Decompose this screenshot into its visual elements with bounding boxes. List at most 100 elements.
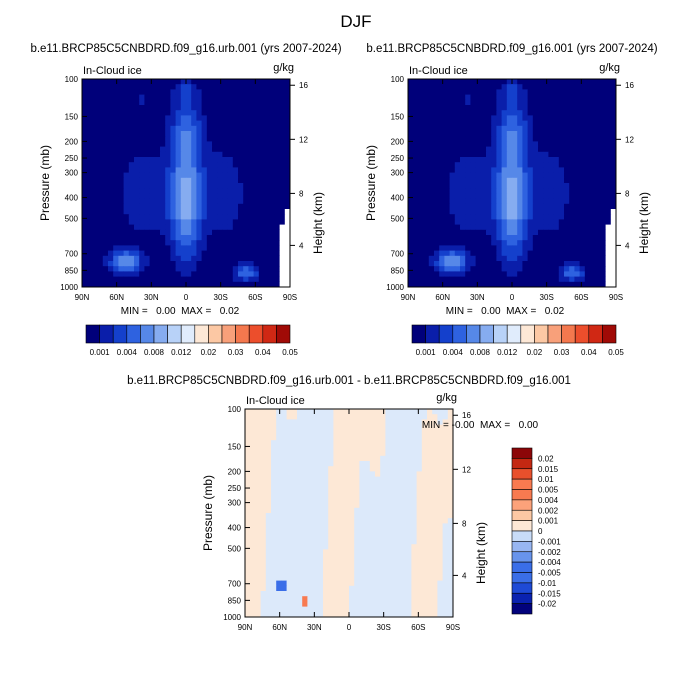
heatmap-cell [475,84,482,90]
heatmap-cell [428,125,435,132]
heatmap-cell [413,255,419,262]
heatmap-cell [260,409,267,415]
heatmap-cell [416,424,423,431]
heatmap-cell [343,497,350,503]
heatmap-cell [312,611,319,618]
heatmap-cell [134,245,140,251]
heatmap-cell [212,84,218,90]
heatmap-cell [284,99,291,106]
heatmap-cell [250,409,256,415]
heatmap-cell [590,255,596,262]
heatmap-cell [447,591,454,597]
heatmap-cell [413,193,419,199]
heatmap-cell [328,554,334,561]
heatmap-cell [395,523,402,529]
heatmap-cell [258,183,265,189]
heatmap-cell [191,79,197,85]
heatmap-cell [87,203,93,210]
heatmap-cell [222,261,228,267]
heatmap-cell [610,245,617,251]
heatmap-cell [248,131,254,137]
heatmap-cell [276,606,282,613]
heatmap-cell [212,198,218,205]
heatmap-cell [82,271,88,277]
heatmap-cell [271,450,277,457]
heatmap-cell [333,559,339,566]
heatmap-cell [538,224,544,231]
heatmap-cell [113,79,119,85]
heatmap-cell [590,79,596,85]
heatmap-cell [465,167,471,173]
heatmap-cell [271,513,277,519]
heatmap-cell [491,198,497,205]
heatmap-cell [427,476,433,483]
heatmap-cell [82,261,88,267]
heatmap-cell [496,89,502,95]
heatmap-cell [600,271,606,277]
heatmap-cell [480,162,487,168]
heatmap-cell [87,198,93,205]
heatmap-cell [590,271,596,277]
heatmap-cell [206,281,213,288]
heatmap-cell [408,115,414,121]
heatmap-cell [610,177,617,184]
heatmap-cell [517,131,523,137]
heatmap-cell [269,271,275,277]
heatmap-cell [454,198,461,205]
heatmap-cell [506,131,513,137]
heatmap-cell [418,250,424,257]
heatmap-cell [328,414,334,420]
heatmap-cell [470,266,476,272]
heatmap-cell [543,141,549,147]
heatmap-cell [569,281,575,288]
heatmap-cell [191,235,197,241]
heatmap-cell [284,219,291,225]
heatmap-cell [180,146,187,153]
heatmap-cell [271,544,277,550]
heatmap-cell [144,141,150,147]
heatmap-cell [102,110,109,116]
heatmap-cell [579,229,586,236]
heatmap-cell [442,409,449,415]
heatmap-cell [470,89,476,95]
heatmap-cell [201,125,208,132]
heatmap-cell [375,596,381,602]
heatmap-cell [385,455,391,462]
heatmap-cell [232,245,239,251]
heatmap-cell [390,554,397,561]
heatmap-cell [543,203,549,210]
heatmap-cell [260,539,267,545]
heatmap-cell [486,167,492,173]
heatmap-cell [406,466,412,472]
heatmap-cell [302,471,308,477]
heatmap-cell [264,250,270,257]
heatmap-cell [175,203,182,210]
heatmap-cell [92,110,98,116]
heatmap-cell [260,606,267,613]
heatmap-cell [291,507,298,514]
heatmap-cell [160,198,166,205]
heatmap-cell [454,99,461,106]
heatmap-cell [512,193,518,199]
heatmap-cell [297,487,303,493]
colorbar-swatch [85,324,100,344]
heatmap-cell [123,94,130,101]
heatmap-cell [255,497,261,503]
heatmap-cell [434,229,440,236]
heatmap-cell [486,136,492,142]
heatmap-cell [517,250,523,257]
heatmap-cell [359,481,365,488]
heatmap-cell [590,131,596,137]
heatmap-cell [486,125,492,132]
heatmap-cell [333,445,339,451]
heatmap-cell [369,570,376,576]
colorbar-swatch [466,324,481,344]
heatmap-cell [291,471,298,477]
heatmap-cell [480,203,487,210]
heatmap-cell [302,565,308,571]
heatmap-cell [605,188,612,194]
heatmap-cell [222,162,228,168]
colorbar: 0.001 0.004 0.008 0.012 0.02 0.03 0.04 0.05 [85,324,298,357]
heatmap-cell [260,445,267,451]
heatmap-cell [447,549,454,555]
